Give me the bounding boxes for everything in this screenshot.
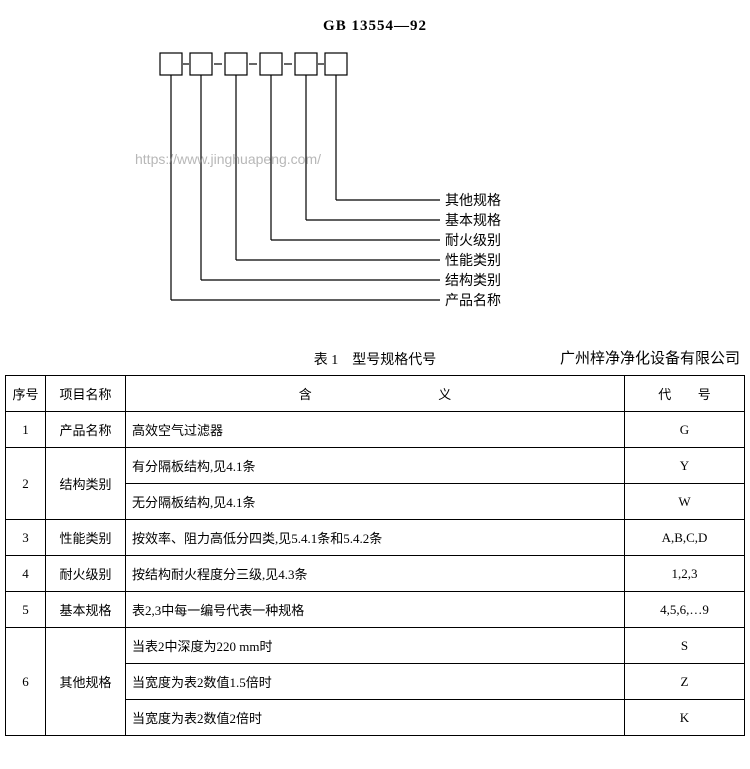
svg-text:其他规格: 其他规格 (445, 193, 501, 209)
cell-meaning: 按效率、阻力高低分四类,见5.4.1条和5.4.2条 (126, 520, 625, 556)
table-row: 3性能类别按效率、阻力高低分四类,见5.4.1条和5.4.2条A,B,C,D (6, 520, 745, 556)
cell-code: 1,2,3 (625, 556, 745, 592)
cell-meaning: 表2,3中每一编号代表一种规格 (126, 592, 625, 628)
cell-item: 耐火级别 (46, 556, 126, 592)
svg-text:基本规格: 基本规格 (445, 212, 501, 229)
cell-seq: 5 (6, 592, 46, 628)
col-header-meaning: 含 义 (126, 376, 625, 412)
cell-seq: 4 (6, 556, 46, 592)
cell-code: S (625, 628, 745, 664)
svg-text:性能类别: 性能类别 (445, 253, 501, 269)
cell-code: A,B,C,D (625, 520, 745, 556)
cell-code: 4,5,6,…9 (625, 592, 745, 628)
table-title-row: 表 1 型号规格代号 广州梓净净化设备有限公司 (0, 345, 750, 375)
svg-text:耐火级别: 耐火级别 (445, 233, 501, 249)
table-header-row: 序号 项目名称 含 义 代 号 (6, 376, 745, 412)
cell-seq: 3 (6, 520, 46, 556)
meaning-header-left: 含 (299, 387, 312, 402)
cell-meaning: 按结构耐火程度分三级,见4.3条 (126, 556, 625, 592)
code-header-left: 代 (658, 387, 671, 402)
cell-meaning: 无分隔板结构,见4.1条 (126, 484, 625, 520)
cell-item: 基本规格 (46, 592, 126, 628)
cell-meaning: 当表2中深度为220 mm时 (126, 628, 625, 664)
cell-seq: 2 (6, 448, 46, 520)
code-header-right: 号 (698, 387, 711, 402)
watermark-url: https://www.jinghuapeng.com/ (135, 151, 321, 167)
cell-item: 其他规格 (46, 628, 126, 736)
table-row: 6其他规格当表2中深度为220 mm时S (6, 628, 745, 664)
cell-meaning: 当宽度为表2数值2倍时 (126, 700, 625, 736)
cell-seq: 6 (6, 628, 46, 736)
cell-code: Y (625, 448, 745, 484)
cell-meaning: 当宽度为表2数值1.5倍时 (126, 664, 625, 700)
spec-table: 序号 项目名称 含 义 代 号 1产品名称高效空气过滤器G2结构类别有分隔板结构… (5, 375, 745, 736)
svg-text:产品名称: 产品名称 (445, 293, 501, 309)
page-root: GB 13554—92 其他规格基本规格耐火级别性能类别结构类别产品名称 htt… (0, 0, 750, 736)
cell-item: 结构类别 (46, 448, 126, 520)
code-structure-diagram: 其他规格基本规格耐火级别性能类别结构类别产品名称 https://www.jin… (0, 35, 750, 345)
cell-seq: 1 (6, 412, 46, 448)
table-row: 1产品名称高效空气过滤器G (6, 412, 745, 448)
cell-code: W (625, 484, 745, 520)
table-row: 4耐火级别按结构耐火程度分三级,见4.3条1,2,3 (6, 556, 745, 592)
meaning-header-right: 义 (438, 387, 451, 402)
standard-header: GB 13554—92 (0, 0, 750, 35)
cell-code: Z (625, 664, 745, 700)
cell-meaning: 有分隔板结构,见4.1条 (126, 448, 625, 484)
cell-meaning: 高效空气过滤器 (126, 412, 625, 448)
col-header-item: 项目名称 (46, 376, 126, 412)
cell-item: 性能类别 (46, 520, 126, 556)
company-name: 广州梓净净化设备有限公司 (560, 347, 740, 368)
col-header-code: 代 号 (625, 376, 745, 412)
cell-code: G (625, 412, 745, 448)
cell-item: 产品名称 (46, 412, 126, 448)
col-header-seq: 序号 (6, 376, 46, 412)
cell-code: K (625, 700, 745, 736)
svg-text:结构类别: 结构类别 (445, 273, 501, 289)
diagram-svg: 其他规格基本规格耐火级别性能类别结构类别产品名称 (0, 35, 750, 345)
table-row: 5基本规格表2,3中每一编号代表一种规格4,5,6,…9 (6, 592, 745, 628)
table-row: 2结构类别有分隔板结构,见4.1条Y (6, 448, 745, 484)
